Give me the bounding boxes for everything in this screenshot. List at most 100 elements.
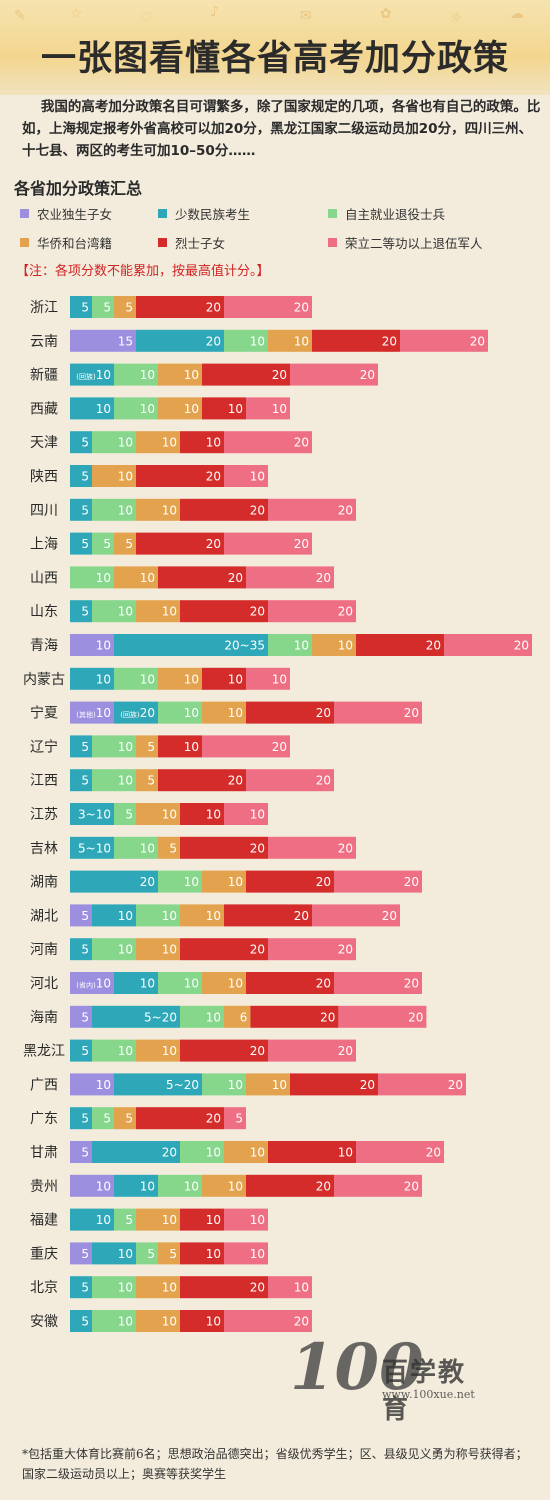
bar-segment (224, 296, 312, 318)
bar-segment (158, 701, 202, 724)
bar-value-label: 10 (118, 503, 133, 517)
bar-value-label: 20 (316, 706, 331, 720)
bar-segment (180, 836, 268, 859)
bar-value-label: 10 (96, 1213, 111, 1227)
bar-value-label: 20 (228, 774, 243, 788)
legend-swatch (20, 238, 29, 247)
bar-segment (70, 836, 114, 859)
bar-segment (92, 904, 136, 927)
bar-value-label: 5 (81, 436, 89, 450)
bar-segment (246, 701, 334, 724)
bar-value-label: 5 (235, 1112, 243, 1126)
bar-segment (202, 1174, 246, 1197)
bar-segment (268, 1276, 312, 1299)
bar-value-label: 20 (408, 1010, 423, 1024)
bar-segment (268, 329, 312, 352)
bar-value-label: 10 (140, 571, 155, 585)
bar-segment (92, 465, 136, 487)
bar-value-label: 20 (250, 1281, 265, 1295)
bar-value-label: 20 (294, 301, 309, 315)
province-label: 上海 (30, 537, 58, 553)
bar-value-label: 5~20 (166, 1078, 199, 1092)
bar-value-label: 20 (250, 841, 265, 855)
chart-row-内蒙古: 内蒙古 10 10 10 10 10 (23, 667, 290, 690)
bar-value-label: 10 (118, 1044, 133, 1058)
bar-value-label: 10 (206, 1146, 221, 1160)
bar-segment (114, 972, 158, 994)
bar-value-label: 5 (81, 1010, 89, 1024)
bar-segment (224, 1310, 312, 1332)
bar-value-label: 5 (81, 1247, 89, 1261)
bar-value-label: 5~20 (144, 1010, 177, 1024)
bar-segment (180, 1005, 224, 1028)
watermark-name: 百学教育 (382, 1358, 467, 1425)
bar-segment (70, 1276, 92, 1299)
bar-value-label: 10 (228, 706, 243, 720)
bar-segment (70, 498, 92, 521)
chart-row-北京: 北京 5 10 10 20 10 (30, 1276, 312, 1299)
bar-segment (158, 972, 202, 994)
bar-segment (180, 1039, 268, 1062)
bar-value-label: 5 (169, 841, 177, 855)
bar-segment (92, 1005, 180, 1028)
legend-label: 烈士子女 (175, 236, 226, 251)
bar-segment (180, 1208, 224, 1231)
bar-value-label: (回族)10 (76, 368, 111, 382)
bar-value-label: 5 (81, 1281, 89, 1295)
bar-value-label: 20 (294, 1315, 309, 1329)
bar-segment (70, 667, 114, 690)
bar-segment (202, 363, 290, 386)
legend-item-decorated-veteran: 荣立二等功以上退伍军人 (328, 233, 528, 252)
bar-value-label: 20 (338, 605, 353, 619)
legend-swatch (158, 238, 167, 247)
bar-value-label: 10 (228, 875, 243, 889)
bar-value-label: 20 (206, 1112, 221, 1126)
bar-value-label: 10 (338, 639, 353, 653)
bar-segment (312, 904, 400, 927)
bar-value-label: 20 (228, 571, 243, 585)
flower-doodle-icon: ✿ (380, 6, 392, 22)
bar-segment (70, 465, 92, 487)
bar-value-label: 15 (118, 334, 133, 348)
bar-segment (224, 1005, 251, 1028)
bar-value-label: 10 (96, 1179, 111, 1193)
bar-segment (70, 397, 114, 420)
bar-value-label: 20 (320, 1010, 335, 1024)
bar-value-label: 20 (360, 368, 375, 382)
bar-value-label: 10 (162, 943, 177, 957)
chart-row-重庆: 重庆 5 10 5 5 10 10 (30, 1242, 268, 1265)
bar-segment (250, 1005, 339, 1028)
bar-segment (70, 296, 92, 318)
bar-segment (338, 1005, 427, 1028)
bar-value-label: 20 (272, 368, 287, 382)
bar-value-label: 10 (140, 977, 155, 991)
bar-value-label: 20 (206, 301, 221, 315)
province-label: 青海 (30, 638, 58, 654)
chart-row-上海: 上海 5 5 5 20 20 (30, 532, 312, 555)
bar-value-label: 10 (140, 368, 155, 382)
legend-label: 农业独生子女 (37, 207, 113, 222)
bar-segment (224, 1107, 246, 1130)
bar-segment (224, 465, 268, 487)
bar-value-label: 10 (118, 1315, 133, 1329)
bar-segment (114, 667, 158, 690)
bar-value-label: 20 (514, 639, 529, 653)
bar-segment (70, 431, 92, 454)
bar-segment (180, 1242, 224, 1265)
bar-value-label: (回族)20 (120, 706, 155, 720)
chart-row-江苏: 江苏 3~10 5 10 10 10 (30, 803, 268, 825)
chart-row-吉林: 吉林 5~10 10 5 20 20 (30, 836, 356, 859)
bar-segment (70, 904, 92, 927)
province-label: 河南 (30, 942, 58, 958)
header-banner: ✎ ☆ ♡ ♪ ✉ ✿ ☼ ☁ (0, 0, 550, 95)
bar-segment (378, 1073, 466, 1096)
bar-value-label: 20 (316, 1179, 331, 1193)
bar-segment (312, 634, 356, 656)
chart-row-江西: 江西 5 10 5 20 20 (30, 769, 334, 792)
bar-segment (202, 397, 246, 420)
bar-value-label: 20 (382, 909, 397, 923)
bar-segment (334, 870, 422, 893)
chart-row-宁夏: 宁夏 (其他)10 (回族)20 10 10 20 20 (30, 701, 422, 724)
bar-segment (92, 1141, 180, 1163)
bar-segment (180, 600, 268, 623)
